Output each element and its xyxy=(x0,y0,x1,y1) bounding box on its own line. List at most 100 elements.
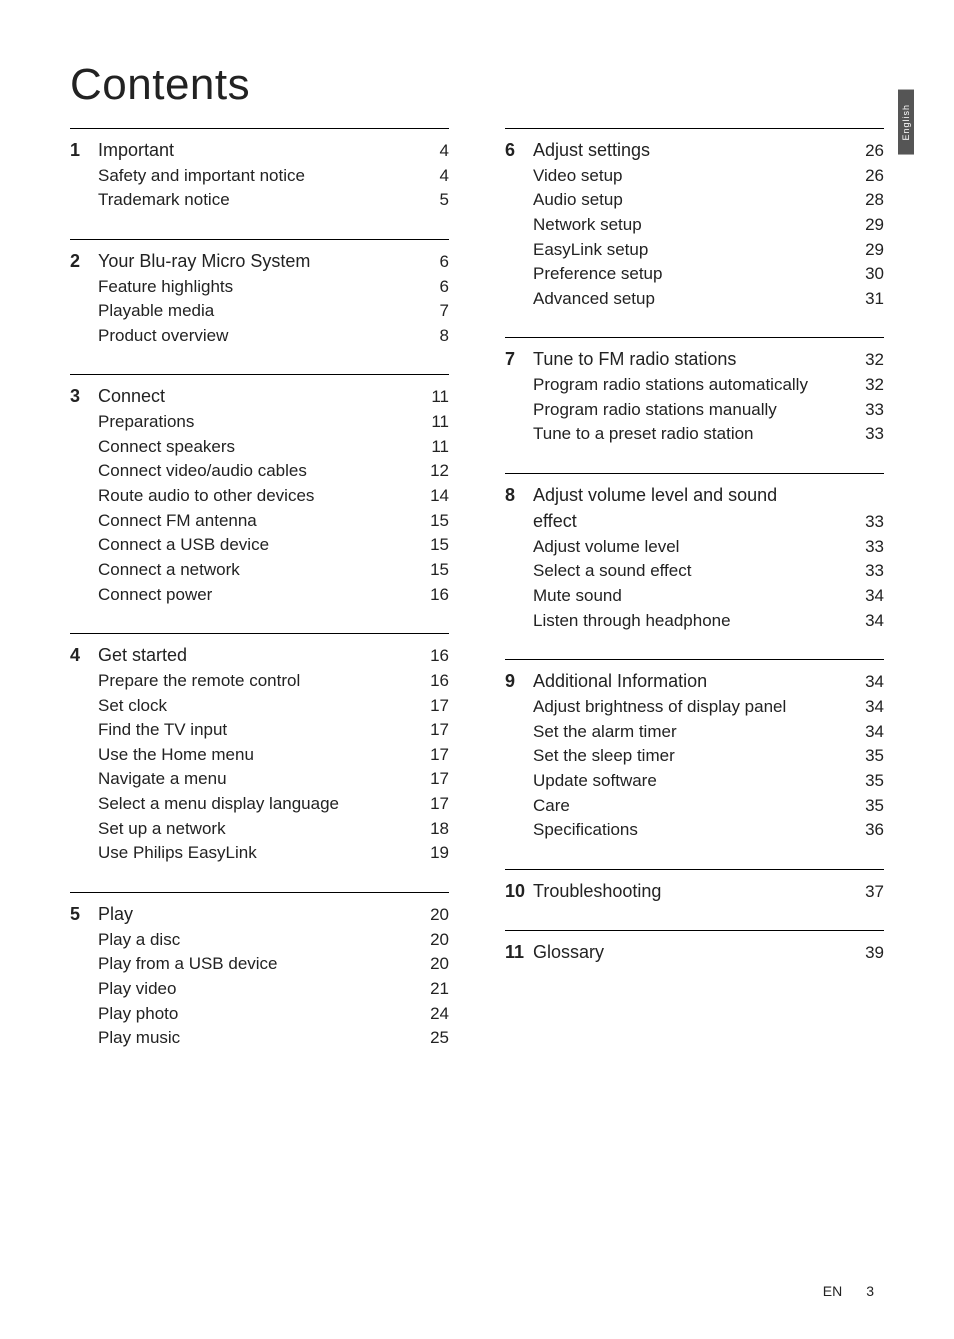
item-label: Connect a network xyxy=(98,558,419,583)
toc-section-head-line2[interactable]: effect33 xyxy=(505,508,884,535)
toc-item[interactable]: Advanced setup31 xyxy=(505,287,884,312)
toc-section-head[interactable]: 10Troubleshooting37 xyxy=(505,878,884,905)
item-label: Find the TV input xyxy=(98,718,419,743)
toc-item[interactable]: Set clock17 xyxy=(70,694,449,719)
toc-item[interactable]: Specifications36 xyxy=(505,818,884,843)
item-page: 19 xyxy=(419,841,449,866)
item-page: 33 xyxy=(854,535,884,560)
toc-section-head[interactable]: 6Adjust settings26 xyxy=(505,137,884,164)
toc-item[interactable]: Play video21 xyxy=(70,977,449,1002)
toc-item[interactable]: Preparations11 xyxy=(70,410,449,435)
item-label: Safety and important notice xyxy=(98,164,419,189)
toc-item[interactable]: Use the Home menu17 xyxy=(70,743,449,768)
item-label: Preference setup xyxy=(533,262,854,287)
toc-item[interactable]: Trademark notice5 xyxy=(70,188,449,213)
toc-item[interactable]: Program radio stations automatically32 xyxy=(505,373,884,398)
section-title: Additional Information xyxy=(533,668,854,694)
toc-item[interactable]: Product overview8 xyxy=(70,324,449,349)
toc-item[interactable]: Connect FM antenna15 xyxy=(70,509,449,534)
toc-item[interactable]: Navigate a menu17 xyxy=(70,767,449,792)
toc-item[interactable]: Find the TV input17 xyxy=(70,718,449,743)
item-page: 17 xyxy=(419,694,449,719)
item-label: Tune to a preset radio station xyxy=(533,422,854,447)
item-label: Playable media xyxy=(98,299,419,324)
toc-item[interactable]: Program radio stations manually33 xyxy=(505,398,884,423)
toc-item[interactable]: Playable media7 xyxy=(70,299,449,324)
toc-item[interactable]: Audio setup28 xyxy=(505,188,884,213)
section-number: 6 xyxy=(505,137,533,163)
toc-item[interactable]: Adjust volume level33 xyxy=(505,535,884,560)
toc-section-head[interactable]: 7Tune to FM radio stations32 xyxy=(505,346,884,373)
page-title: Contents xyxy=(70,60,884,110)
toc-item[interactable]: Set the sleep timer35 xyxy=(505,744,884,769)
item-label: Navigate a menu xyxy=(98,767,419,792)
toc-item[interactable]: Care35 xyxy=(505,794,884,819)
toc-item[interactable]: Feature highlights6 xyxy=(70,275,449,300)
toc-item[interactable]: Safety and important notice4 xyxy=(70,164,449,189)
toc-section-head[interactable]: 4Get started16 xyxy=(70,642,449,669)
toc-item[interactable]: Connect a USB device15 xyxy=(70,533,449,558)
page: English Contents 1Important4Safety and i… xyxy=(0,0,954,1339)
section-title: Tune to FM radio stations xyxy=(533,346,854,372)
toc-item[interactable]: Network setup29 xyxy=(505,213,884,238)
toc-section-head[interactable]: 1Important4 xyxy=(70,137,449,164)
toc-item[interactable]: Play photo24 xyxy=(70,1002,449,1027)
toc-item[interactable]: EasyLink setup29 xyxy=(505,238,884,263)
toc-item[interactable]: Tune to a preset radio station33 xyxy=(505,422,884,447)
toc-item[interactable]: Select a sound effect33 xyxy=(505,559,884,584)
toc-item[interactable]: Route audio to other devices14 xyxy=(70,484,449,509)
toc-item[interactable]: Connect speakers11 xyxy=(70,435,449,460)
item-page: 34 xyxy=(854,584,884,609)
toc-section-head[interactable]: 3Connect11 xyxy=(70,383,449,410)
toc-item[interactable]: Listen through headphone34 xyxy=(505,609,884,634)
item-page: 25 xyxy=(419,1026,449,1051)
toc-item[interactable]: Adjust brightness of display panel34 xyxy=(505,695,884,720)
section-number: 8 xyxy=(505,482,533,508)
toc-section-head[interactable]: 9Additional Information34 xyxy=(505,668,884,695)
toc-item[interactable]: Connect a network15 xyxy=(70,558,449,583)
toc-item[interactable]: Play a disc20 xyxy=(70,928,449,953)
item-page: 17 xyxy=(419,767,449,792)
section-number: 5 xyxy=(70,901,98,927)
item-page: 30 xyxy=(854,262,884,287)
toc-section: 4Get started16Prepare the remote control… xyxy=(70,633,449,866)
toc-item[interactable]: Use Philips EasyLink19 xyxy=(70,841,449,866)
toc-item[interactable]: Play from a USB device20 xyxy=(70,952,449,977)
section-page: 39 xyxy=(854,941,884,966)
item-page: 35 xyxy=(854,744,884,769)
toc-section: 1Important4Safety and important notice4T… xyxy=(70,128,449,213)
toc-section-head[interactable]: 5Play20 xyxy=(70,901,449,928)
toc-item[interactable]: Video setup26 xyxy=(505,164,884,189)
toc-item[interactable]: Preference setup30 xyxy=(505,262,884,287)
item-page: 12 xyxy=(419,459,449,484)
item-label: Play music xyxy=(98,1026,419,1051)
toc-item[interactable]: Select a menu display language17 xyxy=(70,792,449,817)
toc-section-head[interactable]: 2Your Blu-ray Micro System6 xyxy=(70,248,449,275)
item-label: Connect FM antenna xyxy=(98,509,419,534)
item-page: 6 xyxy=(419,275,449,300)
toc-item[interactable]: Connect video/audio cables12 xyxy=(70,459,449,484)
toc-item[interactable]: Set up a network18 xyxy=(70,817,449,842)
item-page: 29 xyxy=(854,238,884,263)
item-page: 8 xyxy=(419,324,449,349)
toc-item[interactable]: Connect power16 xyxy=(70,583,449,608)
item-page: 33 xyxy=(854,398,884,423)
item-label: Route audio to other devices xyxy=(98,484,419,509)
item-label: Connect video/audio cables xyxy=(98,459,419,484)
toc-item[interactable]: Mute sound34 xyxy=(505,584,884,609)
toc-item[interactable]: Prepare the remote control16 xyxy=(70,669,449,694)
toc-item[interactable]: Update software35 xyxy=(505,769,884,794)
toc-item[interactable]: Set the alarm timer34 xyxy=(505,720,884,745)
section-number: 7 xyxy=(505,346,533,372)
footer-lang: EN xyxy=(823,1283,842,1299)
toc-section-head[interactable]: 11Glossary39 xyxy=(505,939,884,966)
section-title: Important xyxy=(98,137,419,163)
toc-item[interactable]: Play music25 xyxy=(70,1026,449,1051)
item-label: Set the sleep timer xyxy=(533,744,854,769)
item-page: 17 xyxy=(419,718,449,743)
item-page: 11 xyxy=(419,435,449,460)
item-page: 20 xyxy=(419,928,449,953)
toc-section-head[interactable]: 8Adjust volume level and sound xyxy=(505,482,884,508)
section-number: 4 xyxy=(70,642,98,668)
section-page: 33 xyxy=(854,510,884,535)
